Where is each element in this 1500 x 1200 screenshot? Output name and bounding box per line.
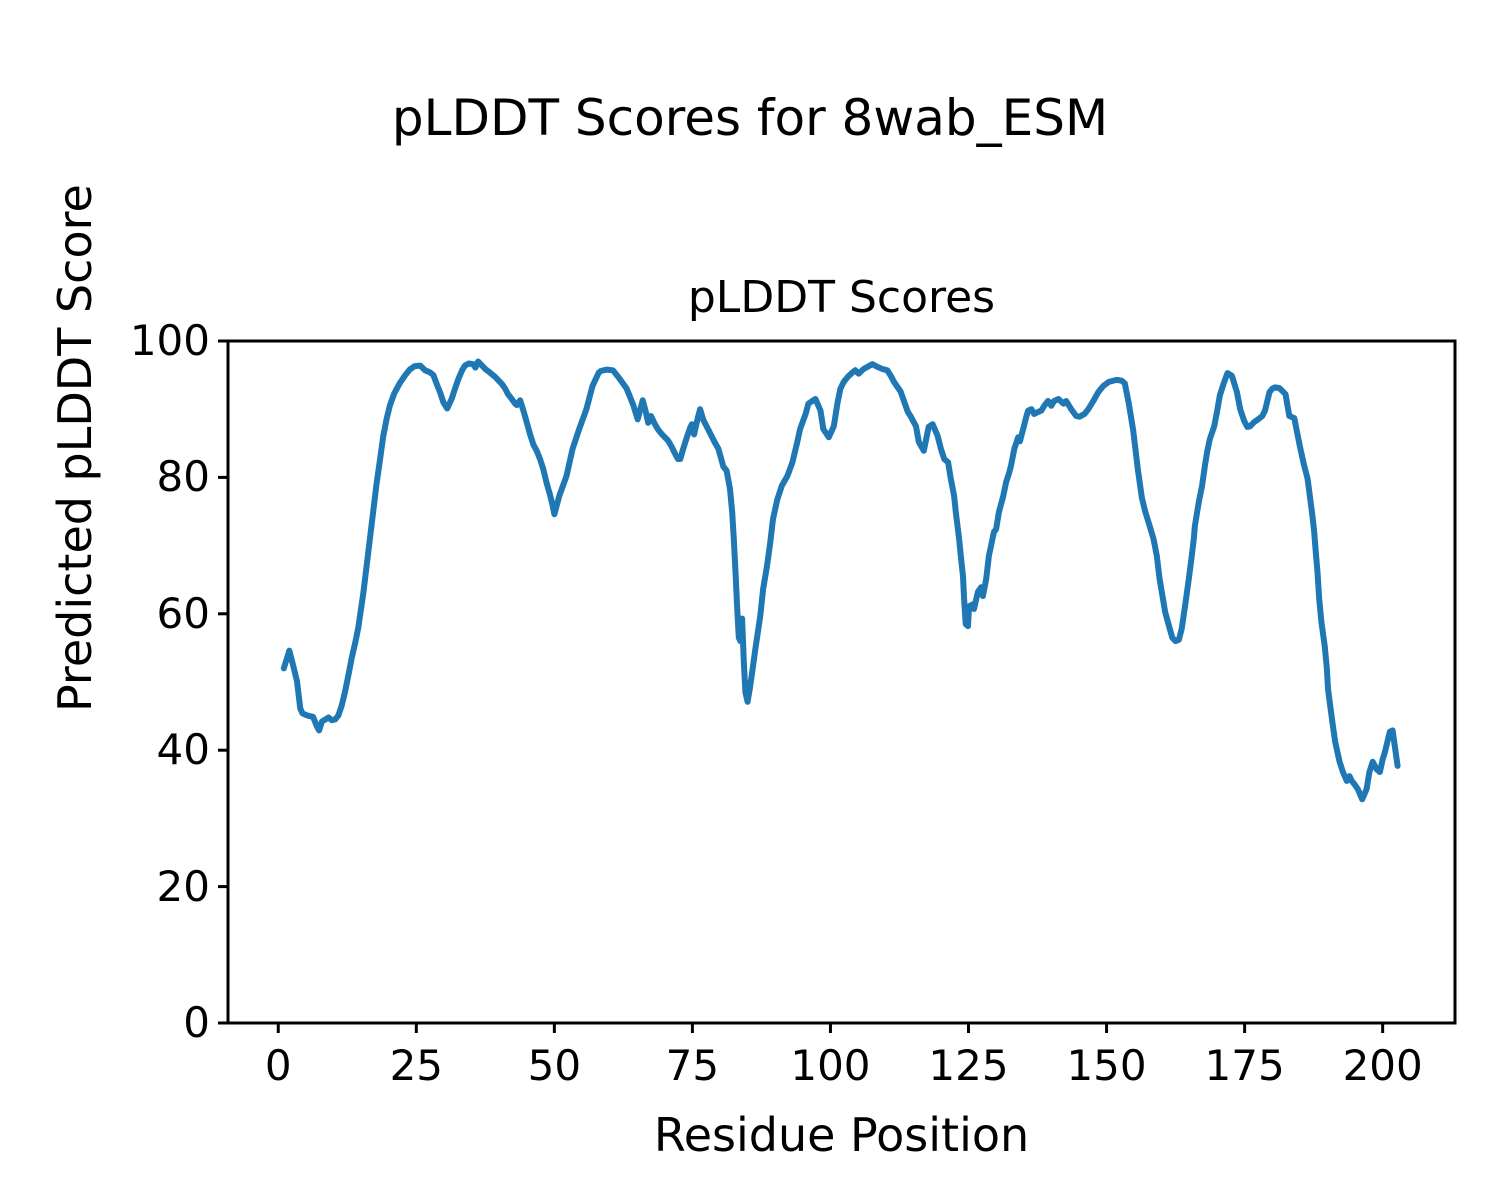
- y-tick-label: 80: [156, 452, 210, 502]
- x-tick-label: 0: [264, 1041, 292, 1090]
- y-tick-label: 60: [156, 588, 210, 638]
- x-axis-label: Residue Position: [653, 1108, 1030, 1162]
- y-tick-label: 40: [156, 725, 210, 775]
- x-tick-label: 100: [790, 1041, 871, 1090]
- axes-frame: [226, 339, 1457, 1025]
- x-tick-label: 150: [1066, 1041, 1147, 1090]
- x-tick-label: 25: [389, 1041, 444, 1090]
- y-axis-label: Predicted pLDDT Score: [48, 184, 102, 712]
- x-tick-label: 125: [928, 1041, 1009, 1090]
- plddt-line: [280, 358, 1401, 803]
- y-tick-label: 100: [129, 316, 210, 365]
- figure-title: pLDDT Scores for 8wab_ESM: [391, 89, 1109, 147]
- x-tick-label: 50: [527, 1041, 582, 1090]
- axes-title: pLDDT Scores: [687, 272, 996, 323]
- x-tick-label: 200: [1342, 1041, 1423, 1090]
- x-tick-label: 175: [1204, 1041, 1285, 1090]
- y-tick-label: 20: [156, 861, 210, 911]
- y-tick-label: 0: [183, 998, 210, 1047]
- x-tick-label: 75: [665, 1041, 720, 1090]
